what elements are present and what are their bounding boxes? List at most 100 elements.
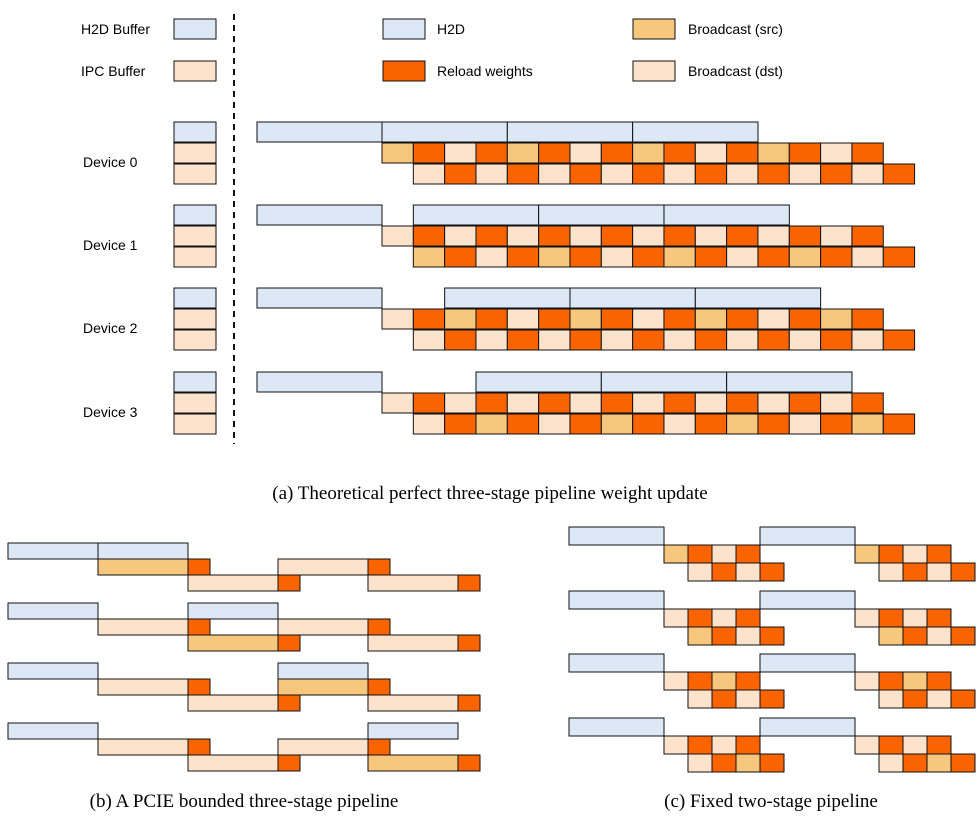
caption-a: (a) Theoretical perfect three-stage pipe… [272,483,707,504]
panel-b-device-2-broadcast [367,694,459,712]
panel-c-device-2-h2d [759,653,856,673]
panel-b-device-2-reload [187,678,211,696]
legend-reload-swatch [382,60,426,82]
panel-b-device-2-h2d [277,662,369,680]
panel-c-device-2-stage-cell [950,689,976,709]
panel-c-device-3-stage-cell [926,735,952,755]
device-0-stage3-cell [569,163,602,185]
device-0-stage2-cell [851,142,884,164]
device-1-stage2-cell [538,225,571,247]
device-2-ipc-buffer-2 [173,329,217,351]
legend-ipc-buffer-label: IPC Buffer [81,63,146,79]
device-2-stage3-cell [820,329,853,351]
device-3-stage3-cell [632,413,665,435]
device-1-h2d-buffer [173,204,217,226]
device-0-h2d-buffer [173,121,217,143]
panel-c-device-1-stage-cell [902,608,928,628]
device-3-h2d-buffer [173,371,217,393]
device-2-stage2-cell [788,308,822,330]
panel-c-device-0-stage-cell [711,544,737,564]
device-3-stage3-cell [475,413,508,435]
panel-c-device-1-stage-cell [711,608,737,628]
panel-c-device-0-stage-cell [878,544,904,564]
panel-c-device-1-h2d [759,590,856,610]
panel-b-device-1-h2d [187,602,279,620]
device-0-stage3-cell [663,163,696,185]
device-2-stage3-cell [851,329,884,351]
device-0-stage2-cell [788,142,822,164]
device-3-stage2-cell [475,392,508,414]
device-1-stage2-cell [788,225,822,247]
device-3-stage3-cell [788,413,822,435]
device-2-stage2-cell [600,308,634,330]
device-1-stage3-cell [694,246,728,268]
panel-c-device-1-stage-cell [687,608,713,628]
panel-b-device-2-reload [367,678,391,696]
device-2-stage2-cell [820,308,853,330]
device-0-stage2-cell [757,142,790,164]
device-2-stage3-cell [475,329,508,351]
device-2-stage2-cell [538,308,571,330]
device-1-stage2-cell [412,225,446,247]
legend-bsrc-label: Broadcast (src) [688,21,783,37]
device-1-stage2-cell [632,225,665,247]
device-2-stage3-cell [694,329,728,351]
device-3-stage2-cell [412,392,446,414]
panel-c-device-3-stage-cell [950,753,976,773]
device-0-stage3-cell [412,163,446,185]
panel-c-device-0-stage-cell [663,544,689,564]
device-0-stage3-cell [882,163,916,185]
panel-c-device-0-h2d [759,526,856,546]
legend-buffers: H2D Buffer IPC Buffer [81,18,217,82]
panel-c-device-3-stage-cell [878,735,904,755]
device-3-stage3-cell [726,413,759,435]
device-0-stage2-cell [820,142,853,164]
device-0-stage3-cell [600,163,634,185]
panel-b-device-2-reload [277,694,301,712]
panel-b-device-0-reload [457,574,481,592]
device-0-stage3-cell [757,163,790,185]
panel-c-device-2-stage-cell [878,671,904,691]
device-3-h2d-block [256,371,383,393]
device-0-h2d-block [381,121,508,143]
panel-b-pipeline [7,542,481,772]
panel-c-device-1-stage-cell [759,626,785,646]
device-1-stage2-cell [600,225,634,247]
device-2-h2d-buffer [173,287,217,309]
device-2-stage2-cell [851,308,884,330]
panel-c-device-0-stage-cell [735,562,761,582]
device-0-stage3-cell [632,163,665,185]
panel-b-device-2-broadcast [187,694,279,712]
device-1-stage3-cell [475,246,508,268]
panel-b-device-3-reload [367,738,391,756]
panel-b-device-3-broadcast [277,738,369,756]
caption-c: (c) Fixed two-stage pipeline [664,791,878,812]
device-0-stage2-cell [569,142,602,164]
device-3-stage2-cell [694,392,728,414]
device-3-stage2-cell [538,392,571,414]
panel-b-device-3-reload [277,754,301,772]
panel-b-device-3-reload [187,738,211,756]
device-3-stage3-cell [694,413,728,435]
panel-c-device-2-stage-cell [735,671,761,691]
device-2-stage2-cell [694,308,728,330]
device-2-stage2-cell [444,308,477,330]
device-3-h2d-block [600,371,728,393]
panel-b-device-1-broadcast [187,634,279,652]
device-0-stage3-cell [444,163,477,185]
panel-b-device-0-broadcast [367,574,459,592]
legend-h2d-buffer-swatch [173,18,217,40]
device-3-label: Device 3 [83,404,138,420]
device-1-stage2-cell [569,225,602,247]
device-2-stage3-cell [600,329,634,351]
device-2-stage3-cell [663,329,696,351]
device-1-h2d-block [256,204,383,226]
device-3-stage3-cell [757,413,790,435]
device-0-label: Device 0 [83,154,138,170]
device-1-stage3-cell [569,246,602,268]
device-2-h2d-block [694,287,822,309]
device-3-stage3-cell [851,413,884,435]
panel-b-device-3-broadcast [187,754,279,772]
device-1-stage3-cell [538,246,571,268]
panel-c-device-1-stage-cell [735,626,761,646]
